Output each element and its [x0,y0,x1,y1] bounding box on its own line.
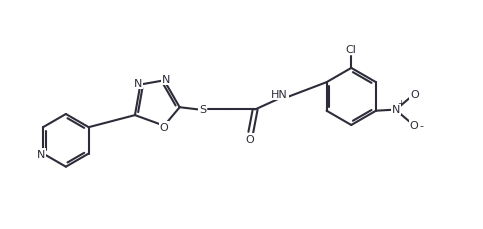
Text: O: O [160,123,169,132]
Text: O: O [410,90,419,100]
Text: N: N [37,149,45,159]
Text: S: S [199,105,206,115]
Text: O: O [410,121,419,131]
Text: HN: HN [271,90,288,100]
Text: -: - [420,120,424,130]
Text: O: O [245,134,254,144]
Text: N: N [162,75,170,85]
Text: +: + [397,99,404,108]
Text: N: N [392,104,400,114]
Text: N: N [134,79,142,89]
Text: Cl: Cl [346,45,357,55]
